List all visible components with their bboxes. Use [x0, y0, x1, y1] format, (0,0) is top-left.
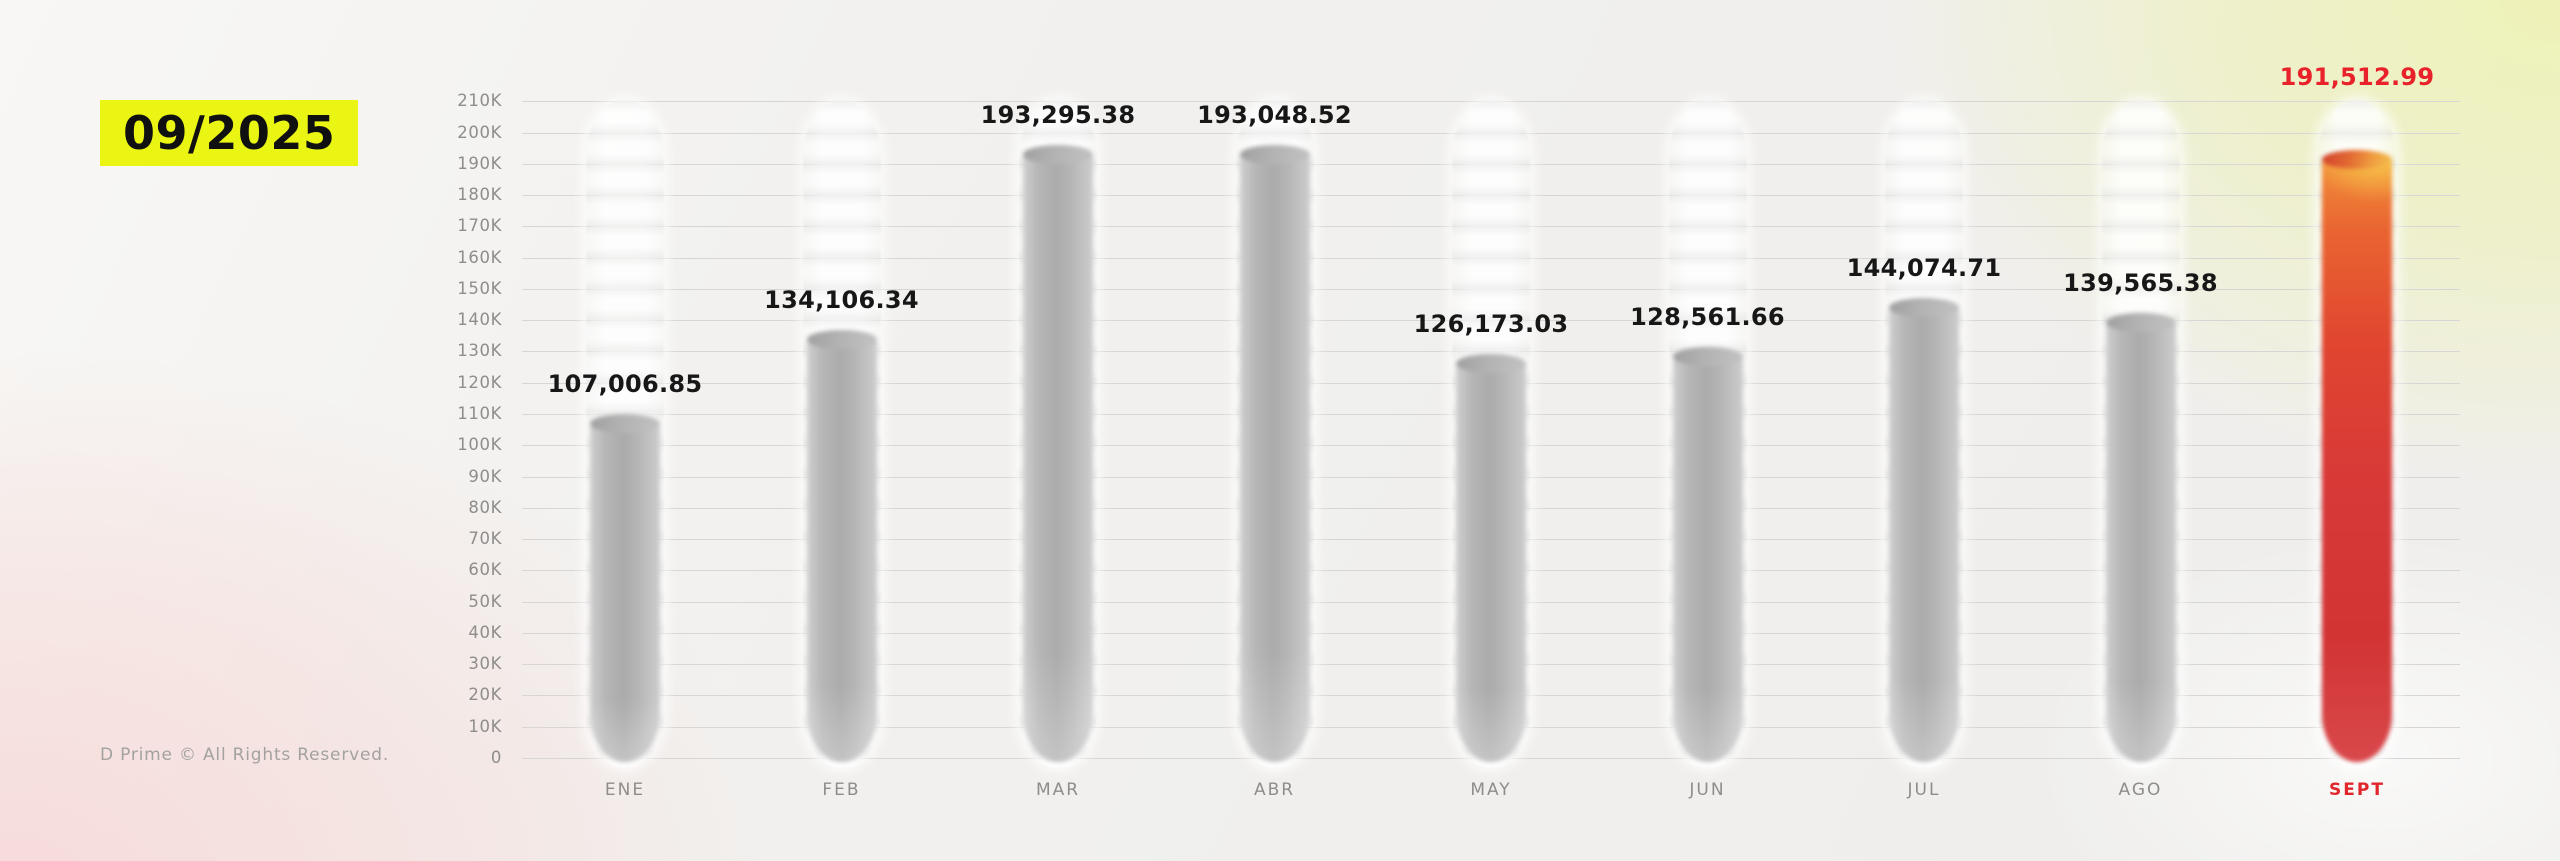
y-tick-label: 10K: [468, 716, 502, 736]
y-tick-label: 190K: [457, 153, 502, 173]
bar-fill-body: [1239, 145, 1310, 762]
y-tick-label: 100K: [457, 435, 502, 455]
x-axis-label-abr: ABR: [1253, 780, 1296, 800]
bar-fill-top-ellipse: [1889, 298, 1959, 318]
bar-fill-top-ellipse: [1456, 354, 1526, 374]
y-tick-label: 90K: [468, 466, 502, 486]
bar-value-label: 128,561.66: [1630, 302, 1785, 331]
bar-value-label: 193,048.52: [1197, 101, 1352, 130]
bar-fill[interactable]: [2322, 150, 2392, 762]
y-tick-label: 0: [490, 748, 502, 767]
bar-fill-top-ellipse: [590, 414, 660, 434]
bar-fill-body: [1889, 298, 1959, 762]
copyright-note: D Prime © All Rights Reserved.: [100, 745, 390, 765]
bar-fill[interactable]: [2105, 312, 2176, 762]
x-axis-label-mar: MAR: [1035, 780, 1081, 800]
bar-value-label: 107,006.85: [547, 370, 703, 399]
bar-fill-top-ellipse: [2322, 150, 2392, 170]
bar-fill-top-ellipse: [2105, 312, 2176, 332]
x-axis-label-feb: FEB: [822, 780, 861, 800]
bar-fill-top-ellipse: [806, 329, 877, 349]
y-tick-label: 50K: [468, 591, 502, 611]
y-tick-label: 180K: [457, 185, 502, 205]
bar-fill-body: [2322, 150, 2392, 762]
bar-fill-body: [2105, 312, 2176, 762]
bar-fill-body: [1023, 144, 1093, 762]
y-tick-label: 140K: [457, 310, 502, 330]
bar-fill-top-ellipse: [1023, 144, 1093, 164]
bar-value-label: 191,512.99: [2279, 63, 2435, 91]
y-tick-label: 170K: [457, 216, 502, 236]
x-axis-label-jun: JUN: [1689, 780, 1726, 800]
y-tick-label: 130K: [457, 341, 502, 361]
bar-fill-body: [1456, 354, 1526, 762]
y-tick-label: 30K: [468, 654, 502, 674]
bar-fill[interactable]: [1239, 145, 1310, 762]
y-tick-label: 70K: [468, 529, 502, 549]
y-tick-label: 150K: [457, 278, 502, 298]
y-tick-label: 200K: [457, 122, 502, 142]
bar-fill[interactable]: [1456, 354, 1526, 762]
bar-fill-body: [1672, 346, 1743, 762]
y-tick-label: 40K: [468, 622, 502, 642]
bar-fill-top-ellipse: [1672, 346, 1743, 366]
y-tick-label: 80K: [468, 497, 502, 517]
bar-fill-top-ellipse: [1239, 145, 1310, 165]
y-tick-label: 210K: [457, 91, 502, 111]
bar-fill[interactable]: [1889, 298, 1959, 762]
bar-fill[interactable]: [1023, 144, 1093, 762]
period-title: 09/2025: [100, 100, 359, 166]
y-tick-label: 120K: [457, 372, 502, 392]
x-axis-label-may: MAY: [1470, 780, 1512, 800]
bar-fill-body: [590, 414, 660, 762]
bar-value-label: 139,565.38: [2063, 268, 2218, 297]
y-tick-label: 60K: [468, 560, 502, 580]
x-axis-label-ago: AGO: [2118, 780, 2163, 800]
y-tick-label: 20K: [468, 685, 502, 705]
bar-fill[interactable]: [1672, 346, 1743, 762]
bar-fill[interactable]: [806, 329, 877, 762]
bar-value-label: 193,295.38: [980, 100, 1136, 129]
bar-value-label: 144,074.71: [1846, 254, 2002, 283]
bar-fill[interactable]: [590, 414, 660, 762]
bar-value-label: 126,173.03: [1413, 310, 1569, 339]
x-axis-label-ene: ENE: [604, 780, 646, 800]
y-tick-label: 110K: [457, 404, 502, 424]
bar-fill-body: [806, 329, 877, 762]
bar-value-label: 134,106.34: [764, 285, 919, 314]
x-axis-label-jul: JUL: [1907, 780, 1941, 800]
x-axis-label-sept: SEPT: [2329, 780, 2385, 800]
y-tick-label: 160K: [457, 247, 502, 267]
